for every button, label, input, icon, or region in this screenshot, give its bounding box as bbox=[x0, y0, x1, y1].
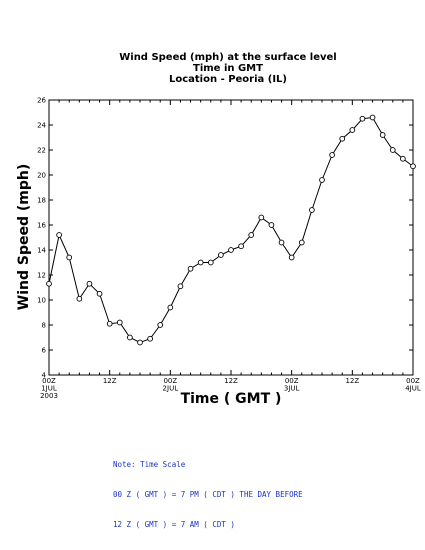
y-axis-label: Wind Speed (mph) bbox=[16, 164, 32, 310]
data-point bbox=[349, 127, 356, 133]
plot-frame bbox=[48, 99, 414, 376]
x-tick-label: 1JUL bbox=[41, 385, 57, 393]
x-tick-label: 2JUL bbox=[163, 385, 179, 393]
chart-title-line-3: Location - Peoria (IL) bbox=[169, 74, 287, 85]
x-tick-label: 00Z bbox=[42, 377, 56, 385]
data-point bbox=[258, 214, 265, 221]
data-point bbox=[369, 114, 376, 121]
data-point bbox=[319, 177, 325, 183]
data-point bbox=[96, 290, 103, 297]
x-tick-label: 12Z bbox=[345, 377, 359, 385]
y-tick-label: 24 bbox=[37, 122, 46, 130]
x-tick-label: 12Z bbox=[103, 377, 117, 385]
data-point bbox=[329, 152, 335, 158]
data-point bbox=[238, 243, 244, 250]
data-point bbox=[298, 239, 305, 246]
series-line bbox=[48, 116, 414, 344]
data-point bbox=[228, 247, 234, 253]
data-point bbox=[116, 319, 123, 326]
y-tick-label: 14 bbox=[37, 247, 46, 255]
data-point bbox=[207, 259, 214, 266]
y-tick-label: 10 bbox=[37, 297, 46, 305]
data-point bbox=[167, 304, 174, 311]
x-tick-label: 00Z bbox=[163, 377, 177, 385]
data-point bbox=[309, 207, 315, 213]
wind-speed-series bbox=[46, 114, 416, 346]
data-point bbox=[147, 335, 153, 342]
data-point bbox=[127, 334, 133, 341]
data-point bbox=[66, 254, 73, 261]
data-point bbox=[339, 135, 346, 142]
data-point bbox=[177, 283, 184, 290]
data-point bbox=[187, 265, 194, 272]
data-point bbox=[288, 254, 295, 261]
y-tick-label: 18 bbox=[37, 197, 46, 205]
data-point bbox=[359, 115, 366, 122]
data-point bbox=[157, 322, 164, 328]
data-point bbox=[268, 222, 275, 228]
data-point bbox=[106, 320, 113, 327]
x-tick-label: 00Z bbox=[406, 377, 420, 385]
x-tick-label: 2003 bbox=[40, 392, 58, 400]
data-point bbox=[137, 339, 143, 346]
data-point bbox=[410, 163, 416, 170]
data-point bbox=[46, 280, 52, 287]
y-tick-label: 22 bbox=[37, 147, 46, 155]
note-line-1: Note: Time Scale bbox=[113, 460, 186, 469]
x-tick-label: 00Z bbox=[285, 377, 299, 385]
data-point bbox=[86, 280, 93, 287]
x-tick-label: 3JUL bbox=[284, 385, 300, 393]
y-axis: 4 6 8 10 12 14 16 18 20 22 24 26 bbox=[37, 97, 413, 380]
y-tick-label: 8 bbox=[42, 322, 46, 330]
x-tick-label: 12Z bbox=[224, 377, 238, 385]
chart-title-block: Wind Speed (mph) at the surface level Ti… bbox=[119, 52, 337, 85]
y-tick-label: 16 bbox=[37, 222, 46, 230]
y-tick-label: 20 bbox=[37, 172, 46, 180]
time-scale-note: Note: Time Scale 00 Z ( GMT ) = 7 PM ( C… bbox=[113, 440, 303, 540]
note-line-3: 12 Z ( GMT ) = 7 AM ( CDT ) bbox=[113, 520, 235, 529]
data-point bbox=[197, 259, 204, 266]
chart-title-line-1: Wind Speed (mph) at the surface level bbox=[119, 52, 337, 63]
data-point bbox=[278, 239, 285, 246]
data-point bbox=[56, 232, 62, 238]
data-point bbox=[400, 155, 406, 162]
data-point bbox=[389, 147, 396, 153]
y-tick-label: 12 bbox=[37, 272, 46, 280]
data-point bbox=[379, 132, 386, 138]
data-point bbox=[218, 252, 224, 258]
chart-title-line-2: Time in GMT bbox=[193, 63, 263, 74]
data-point bbox=[76, 295, 83, 302]
x-tick-label: 4JUL bbox=[405, 385, 421, 393]
note-line-2: 00 Z ( GMT ) = 7 PM ( CDT ) THE DAY BEFO… bbox=[113, 490, 303, 499]
x-axis-label: Time ( GMT ) bbox=[181, 391, 282, 407]
y-tick-label: 26 bbox=[37, 97, 46, 105]
data-point bbox=[248, 232, 255, 238]
y-tick-label: 4 bbox=[42, 372, 47, 380]
y-tick-label: 6 bbox=[42, 347, 47, 355]
